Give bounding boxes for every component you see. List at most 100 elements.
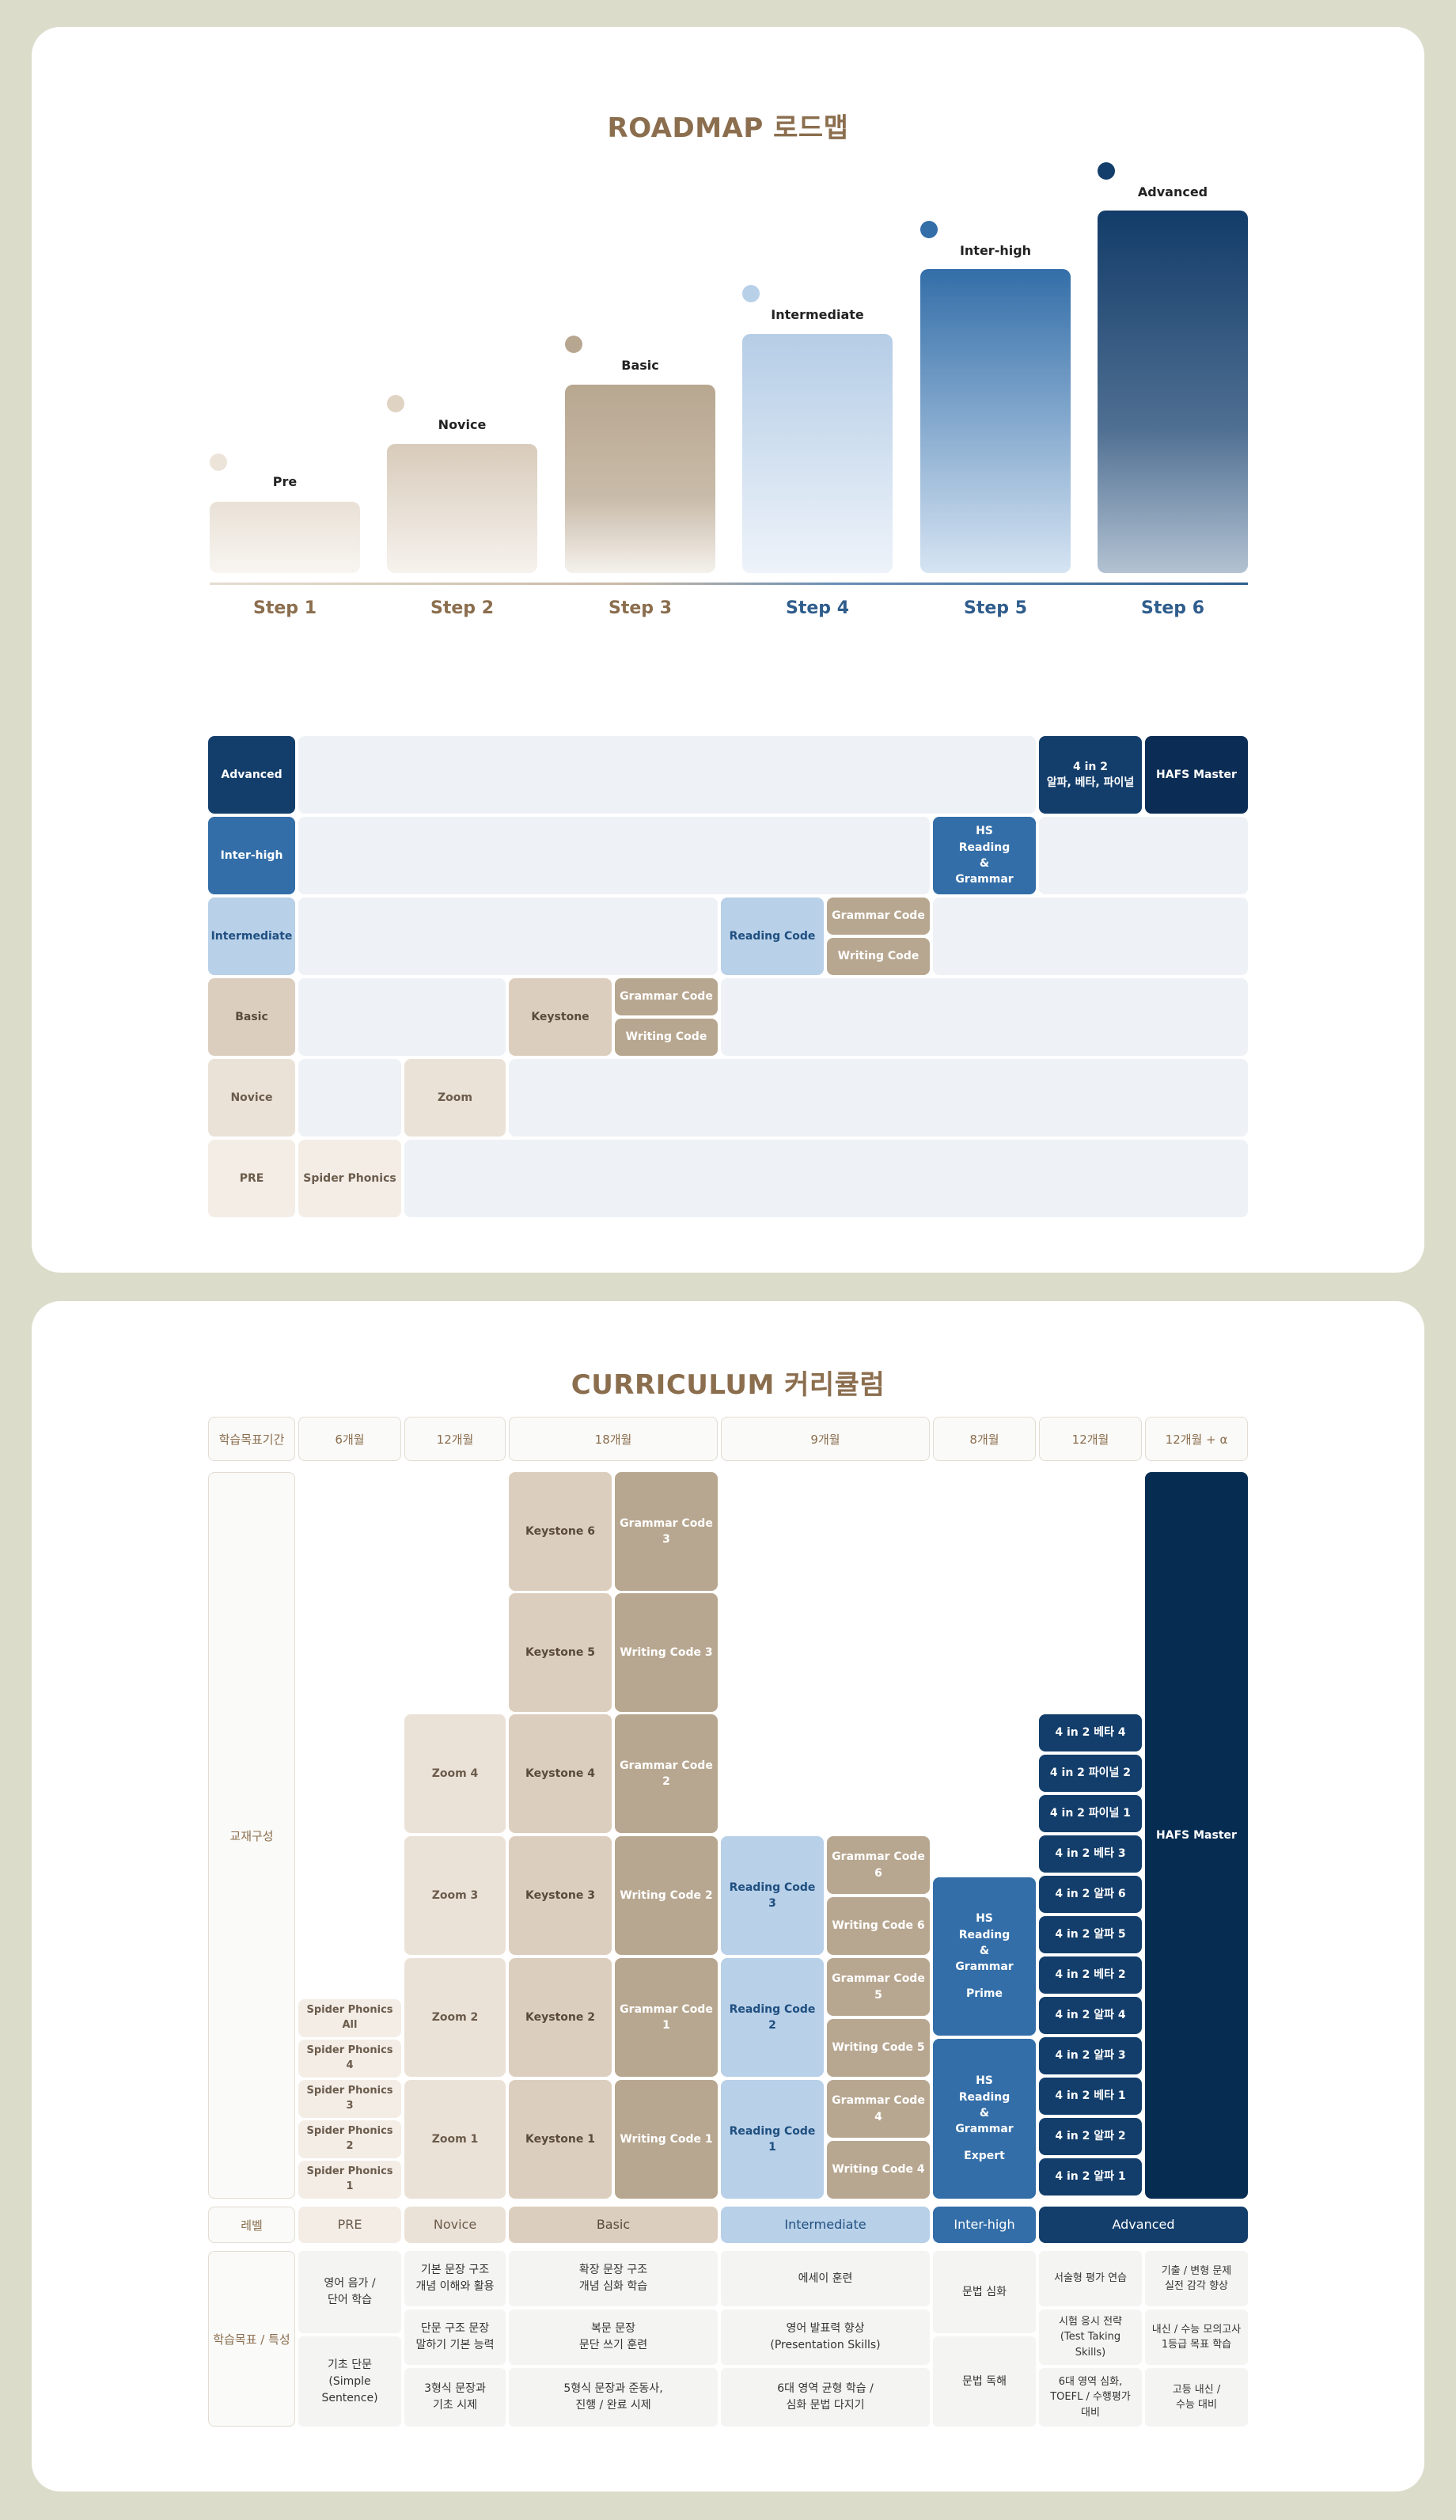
book-writing-code-6: Writing Code 6: [827, 1897, 930, 1955]
level-label-intermediate: Intermediate: [771, 307, 864, 322]
level-label-basic: Basic: [621, 358, 659, 373]
book-writing-code-3: Writing Code 3: [615, 1593, 718, 1712]
book-4in2: 4 in 2 알파 6: [1039, 1876, 1142, 1913]
grid-empty: [1039, 817, 1248, 894]
book-keystone-2: Keystone 2: [509, 1958, 612, 2077]
goals-row-label: 학습목표 / 특성: [208, 2251, 295, 2427]
goal-adv2-1: 기출 / 변형 문제 실전 감각 향상: [1145, 2251, 1248, 2306]
grid-empty: [298, 978, 506, 1056]
goal-pre-1: 영어 음가 / 단어 학습: [298, 2251, 401, 2333]
level-pre: PRE: [298, 2207, 401, 2243]
book-grammar-code-3: Grammar Code 3: [615, 1472, 718, 1591]
step-label-1: Step 1: [253, 598, 317, 618]
book-writing-code-5: Writing Code 5: [827, 2019, 930, 2077]
level-label-pre: Pre: [272, 474, 298, 489]
step-label-3: Step 3: [609, 598, 672, 618]
level-bar-interhigh: [920, 269, 1071, 573]
period-advanced-2: 12개월 + α: [1145, 1417, 1248, 1461]
level-label-novice: Novice: [438, 417, 487, 432]
curriculum-card: CURRICULUM 커리큘럼 학습목표기간 6개월 12개월 18개월 9개월…: [32, 1301, 1424, 2492]
level-dot-novice: [387, 395, 404, 412]
book-keystone-3: Keystone 3: [509, 1836, 612, 1955]
level-dot-basic: [565, 336, 582, 353]
grid-item-writing-code-inter: Writing Code: [827, 938, 930, 975]
level-bar-intermediate: [742, 334, 893, 573]
grid-empty: [509, 1059, 1248, 1137]
book-writing-code-1: Writing Code 1: [615, 2080, 718, 2199]
roadmap-baseline: [210, 583, 1248, 585]
goal-interhigh-1: 문법 심화: [933, 2251, 1036, 2333]
grid-item-zoom: Zoom: [404, 1059, 506, 1137]
roadmap-card: ROADMAP 로드맵 Pre Novice Basic Intermediat…: [32, 27, 1424, 1273]
book-keystone-6: Keystone 6: [509, 1472, 612, 1591]
book-zoom-4: Zoom 4: [404, 1714, 506, 1833]
goal-adv1-3: 6대 영역 심화, TOEFL / 수행평가 대비: [1039, 2368, 1142, 2427]
grid-empty: [298, 898, 718, 975]
level-interhigh: Inter-high: [933, 2207, 1036, 2243]
level-bar-advanced: [1098, 211, 1248, 573]
goal-inter-3: 6대 영역 균형 학습 / 심화 문법 다지기: [721, 2368, 930, 2427]
book-grammar-code-2: Grammar Code 2: [615, 1714, 718, 1833]
goal-adv1-2: 시험 응시 전략 (Test Taking Skills): [1039, 2309, 1142, 2365]
grid-empty: [298, 1059, 401, 1137]
goal-novice-2: 단문 구조 문장 말하기 기본 능력: [404, 2309, 506, 2365]
level-row-label: 레벨: [208, 2207, 295, 2243]
grid-item-grammar-code-inter: Grammar Code: [827, 898, 930, 935]
book-4in2: 4 in 2 베타 4: [1039, 1714, 1142, 1751]
book-hs-expert-title: HS Reading & Grammar: [955, 2074, 1014, 2136]
step-label-2: Step 2: [430, 598, 494, 618]
book-reading-code-1: Reading Code 1: [721, 2080, 824, 2199]
level-dot-interhigh: [920, 221, 938, 238]
period-interhigh: 8개월: [933, 1417, 1036, 1461]
grid-item-reading-code: Reading Code: [721, 898, 824, 975]
grid-row-label-basic: Basic: [208, 978, 295, 1056]
grid-item-hafs-master: HAFS Master: [1145, 736, 1248, 814]
book-hs-expert-sub: Expert: [964, 2150, 1005, 2163]
level-dot-advanced: [1098, 162, 1115, 180]
book-4in2: 4 in 2 알파 2: [1039, 2118, 1142, 2155]
curriculum-title: CURRICULUM 커리큘럼: [571, 1369, 885, 1401]
goal-inter-1: 에세이 훈련: [721, 2251, 930, 2306]
book-4in2: 4 in 2 파이널 2: [1039, 1755, 1142, 1792]
book-spider-phonics-3: Spider Phonics 3: [298, 2080, 401, 2118]
grid-empty: [298, 817, 930, 894]
level-bar-basic: [565, 385, 715, 573]
book-reading-code-3: Reading Code 3: [721, 1836, 824, 1955]
book-grammar-code-1: Grammar Code 1: [615, 1958, 718, 2077]
book-hs-prime-sub: Prime: [965, 1987, 1003, 2001]
goal-novice-1: 기본 문장 구조 개념 이해와 활용: [404, 2251, 506, 2306]
book-keystone-5: Keystone 5: [509, 1593, 612, 1712]
period-advanced-1: 12개월: [1039, 1417, 1142, 1461]
book-spider-phonics-1: Spider Phonics 1: [298, 2161, 401, 2199]
book-4in2: 4 in 2 베타 2: [1039, 1956, 1142, 1994]
materials-row-label: 교재구성: [208, 1472, 295, 2199]
grid-row-label-pre: PRE: [208, 1140, 295, 1217]
goal-adv1-1: 서술형 평가 연습: [1039, 2251, 1142, 2306]
book-4in2: 4 in 2 베타 1: [1039, 2078, 1142, 2115]
goal-basic-1: 확장 문장 구조 개념 심화 학습: [509, 2251, 718, 2306]
step-label-6: Step 6: [1141, 598, 1204, 618]
book-hafs-master: HAFS Master: [1145, 1472, 1248, 2199]
period-intermediate: 9개월: [721, 1417, 930, 1461]
level-bar-pre: [210, 502, 360, 573]
level-advanced: Advanced: [1039, 2207, 1248, 2243]
level-dot-pre: [210, 454, 227, 471]
goal-basic-3: 5형식 문장과 준동사, 진행 / 완료 시제: [509, 2368, 718, 2427]
book-4in2: 4 in 2 베타 3: [1039, 1835, 1142, 1873]
level-bar-novice: [387, 444, 537, 573]
goal-adv2-3: 고등 내신 / 수능 대비: [1145, 2368, 1248, 2427]
book-spider-phonics-2: Spider Phonics 2: [298, 2120, 401, 2158]
period-novice: 12개월: [404, 1417, 506, 1461]
level-novice: Novice: [404, 2207, 506, 2243]
book-4in2: 4 in 2 알파 5: [1039, 1916, 1142, 1953]
goal-adv2-2: 내신 / 수능 모의고사 1등급 목표 학습: [1145, 2309, 1248, 2365]
goal-pre-2: 기초 단문 (Simple Sentence): [298, 2336, 401, 2427]
goal-basic-2: 복문 문장 문단 쓰기 훈련: [509, 2309, 718, 2365]
grid-row-label-novice: Novice: [208, 1059, 295, 1137]
grid-item-spider-phonics: Spider Phonics: [298, 1140, 401, 1217]
level-label-interhigh: Inter-high: [959, 243, 1032, 258]
level-basic: Basic: [509, 2207, 718, 2243]
grid-row-label-intermediate: Intermediate: [208, 898, 295, 975]
grid-item-keystone: Keystone: [509, 978, 612, 1056]
grid-row-label-advanced: Advanced: [208, 736, 295, 814]
